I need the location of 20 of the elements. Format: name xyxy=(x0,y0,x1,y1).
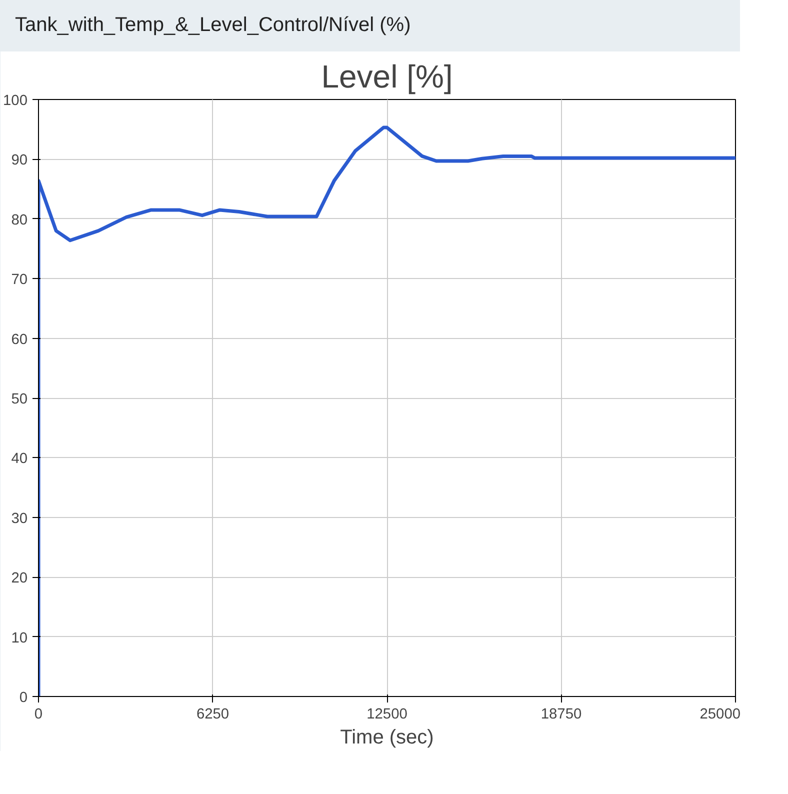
x-axis-title: Time (sec) xyxy=(340,726,434,748)
y-tick-label: 100 xyxy=(3,92,28,109)
text: Tank_with_Temp_&_Level_Control/Nível (%) xyxy=(15,13,411,38)
y-tick-label: 20 xyxy=(11,570,28,586)
y-tick-label: 70 xyxy=(11,272,28,288)
x-tick-label: 12500 xyxy=(366,706,408,722)
y-tick-label: 0 xyxy=(19,690,28,706)
y-tick-label: 90 xyxy=(11,152,28,168)
x-tick-label: 18750 xyxy=(540,706,582,722)
x-tick-label: 6250 xyxy=(196,706,230,722)
y-tick-label: 40 xyxy=(11,450,28,467)
x-tick-label: 0 xyxy=(34,706,43,722)
y-tick-label: 30 xyxy=(11,510,28,526)
chart-title: Level [%] xyxy=(321,58,453,94)
x-tick-label: 25000 xyxy=(700,706,741,722)
y-tick-label: 10 xyxy=(11,630,28,646)
y-tick-label: 50 xyxy=(11,391,28,408)
line-series xyxy=(38,125,736,696)
y-tick-label: 60 xyxy=(11,331,28,348)
y-tick-label: 80 xyxy=(11,212,28,228)
